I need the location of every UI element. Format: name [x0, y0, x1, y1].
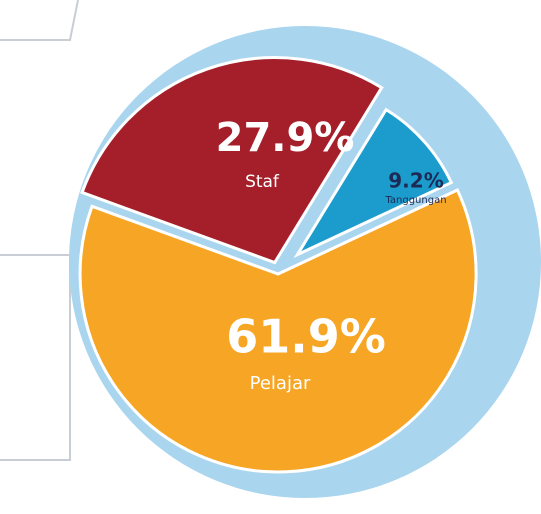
category-label: Staf	[245, 172, 280, 192]
category-label: Pelajar	[250, 373, 311, 394]
category-label: Tanggungan	[384, 195, 446, 206]
labels: 27.9% Staf 9.2% Tanggungan 61.9% Pelajar	[216, 115, 447, 394]
value-label: 9.2%	[388, 169, 443, 193]
value-label: 61.9%	[226, 310, 386, 364]
pie-slice	[78, 188, 478, 474]
value-label: 27.9%	[216, 115, 355, 161]
frame-line	[0, 254, 71, 461]
pie-slice	[293, 107, 454, 259]
slices	[78, 56, 478, 474]
pie-slice	[80, 56, 384, 265]
frame-line	[0, 0, 79, 41]
